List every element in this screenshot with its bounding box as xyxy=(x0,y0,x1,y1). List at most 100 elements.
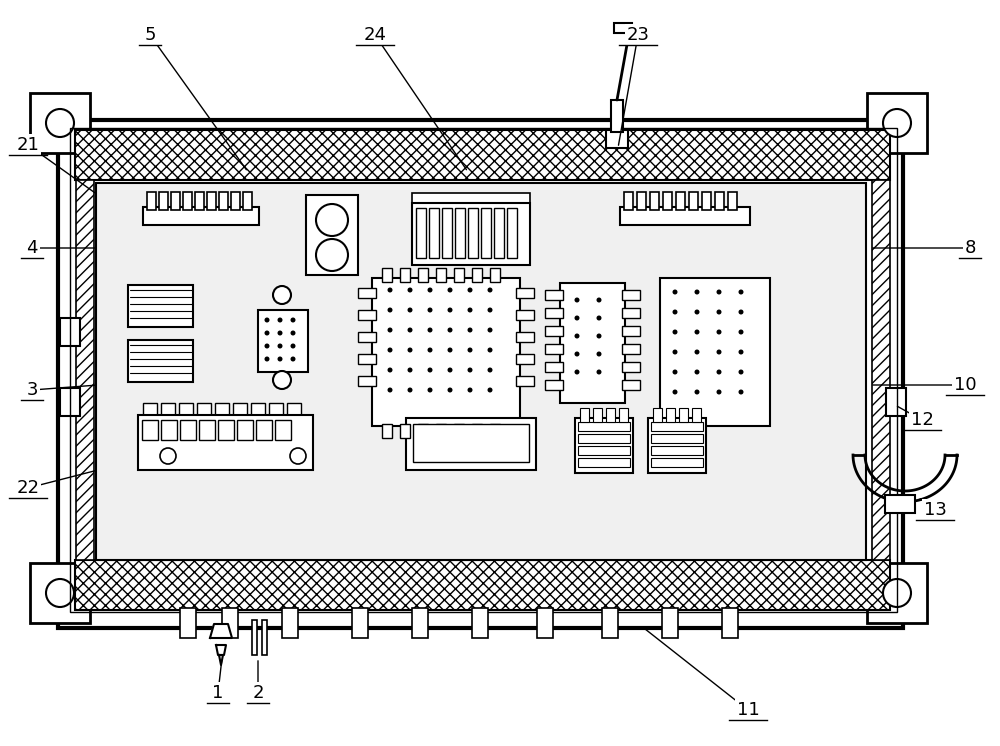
Bar xyxy=(578,422,630,431)
Bar xyxy=(183,192,192,210)
Circle shape xyxy=(694,330,700,334)
Circle shape xyxy=(738,289,744,295)
Bar xyxy=(231,192,240,210)
Bar xyxy=(199,420,215,440)
Circle shape xyxy=(738,330,744,334)
Bar xyxy=(653,408,662,422)
Text: 10: 10 xyxy=(954,376,976,394)
Bar xyxy=(412,193,530,203)
Bar xyxy=(382,268,392,282)
Bar xyxy=(490,268,500,282)
Bar xyxy=(545,380,563,390)
Circle shape xyxy=(716,289,722,295)
Circle shape xyxy=(388,327,392,333)
Text: 12: 12 xyxy=(911,411,933,429)
Bar xyxy=(275,420,291,440)
Circle shape xyxy=(428,307,432,313)
Bar xyxy=(622,380,640,390)
Bar xyxy=(159,192,168,210)
Circle shape xyxy=(596,369,602,374)
Bar xyxy=(606,408,615,422)
Circle shape xyxy=(290,357,296,362)
Circle shape xyxy=(160,448,176,464)
Bar xyxy=(233,403,247,415)
Bar xyxy=(358,332,376,342)
Bar xyxy=(885,495,915,513)
Bar xyxy=(252,620,257,655)
Bar xyxy=(545,308,563,318)
Circle shape xyxy=(428,348,432,353)
Bar xyxy=(516,332,534,342)
Bar xyxy=(689,192,698,210)
Text: 22: 22 xyxy=(16,479,40,497)
Bar xyxy=(256,420,272,440)
Text: 5: 5 xyxy=(144,26,156,44)
Bar xyxy=(358,310,376,320)
Bar xyxy=(60,318,80,346)
Circle shape xyxy=(488,387,492,392)
Bar xyxy=(406,418,536,470)
Circle shape xyxy=(883,109,911,137)
Bar xyxy=(454,268,464,282)
Bar xyxy=(30,93,90,153)
Circle shape xyxy=(596,351,602,357)
Circle shape xyxy=(264,343,270,348)
Bar xyxy=(545,362,563,372)
Bar xyxy=(352,608,368,638)
Circle shape xyxy=(290,343,296,348)
Bar xyxy=(545,290,563,300)
Bar xyxy=(648,418,706,473)
Bar xyxy=(96,183,866,560)
Bar xyxy=(75,130,890,180)
Bar xyxy=(692,408,701,422)
Bar xyxy=(481,208,491,258)
Bar xyxy=(222,608,238,638)
Bar xyxy=(161,403,175,415)
Circle shape xyxy=(596,316,602,321)
Circle shape xyxy=(388,307,392,313)
Circle shape xyxy=(278,357,283,362)
Bar xyxy=(142,420,158,440)
Bar xyxy=(662,608,678,638)
Circle shape xyxy=(264,318,270,322)
Bar xyxy=(886,388,906,416)
Circle shape xyxy=(388,348,392,353)
Circle shape xyxy=(716,330,722,334)
Circle shape xyxy=(273,371,291,389)
Bar xyxy=(269,403,283,415)
Circle shape xyxy=(488,327,492,333)
Circle shape xyxy=(408,307,413,313)
Bar xyxy=(516,288,534,298)
Circle shape xyxy=(408,387,413,392)
Bar xyxy=(867,93,927,153)
Circle shape xyxy=(388,387,392,392)
Circle shape xyxy=(738,310,744,315)
Bar xyxy=(147,192,156,210)
Bar xyxy=(580,408,589,422)
Circle shape xyxy=(428,327,432,333)
Bar xyxy=(180,608,196,638)
Text: 8: 8 xyxy=(964,239,976,257)
Bar xyxy=(650,192,659,210)
Bar xyxy=(578,446,630,455)
Circle shape xyxy=(488,368,492,372)
Text: 2: 2 xyxy=(252,684,264,702)
Bar xyxy=(622,290,640,300)
Circle shape xyxy=(264,330,270,336)
Circle shape xyxy=(738,389,744,395)
Circle shape xyxy=(488,307,492,313)
Bar xyxy=(490,424,500,438)
Circle shape xyxy=(694,289,700,295)
Text: 1: 1 xyxy=(212,684,224,702)
Circle shape xyxy=(46,109,74,137)
Bar xyxy=(215,403,229,415)
Bar xyxy=(472,268,482,282)
Bar xyxy=(660,278,770,426)
Circle shape xyxy=(694,389,700,395)
Circle shape xyxy=(488,287,492,292)
Bar xyxy=(358,288,376,298)
Bar xyxy=(507,208,517,258)
Bar xyxy=(872,180,890,560)
Circle shape xyxy=(468,348,473,353)
Bar xyxy=(436,424,446,438)
